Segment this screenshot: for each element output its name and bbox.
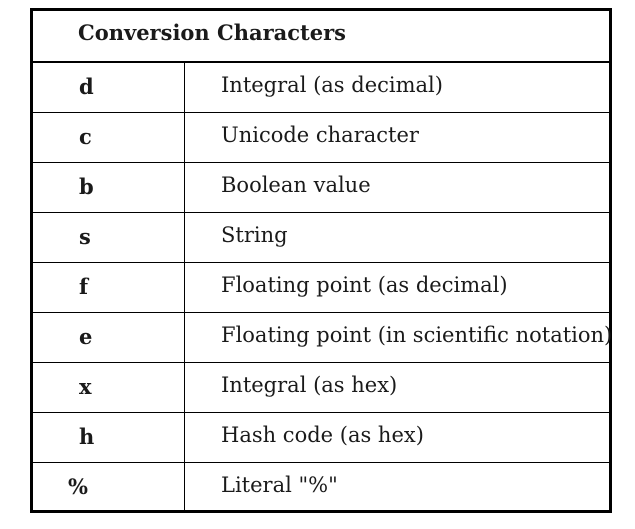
conversion-code: c xyxy=(79,124,92,149)
code-cell: b xyxy=(33,163,185,212)
description-cell: Integral (as decimal) xyxy=(221,73,443,97)
table-row: x Integral (as hex) xyxy=(33,363,609,413)
code-cell: h xyxy=(33,413,185,462)
code-cell: c xyxy=(33,113,185,162)
code-cell: d xyxy=(33,63,185,112)
code-cell: e xyxy=(33,313,185,362)
table-row: b Boolean value xyxy=(33,163,609,213)
table-row: d Integral (as decimal) xyxy=(33,63,609,113)
table-row: f Floating point (as decimal) xyxy=(33,263,609,313)
conversion-code: f xyxy=(79,274,89,299)
conversion-code: x xyxy=(79,374,92,399)
code-cell: s xyxy=(33,213,185,262)
table-header-row: Conversion Characters xyxy=(33,11,609,63)
description-cell: Literal "%" xyxy=(221,473,338,497)
conversion-code: e xyxy=(79,324,93,349)
conversion-code: d xyxy=(79,74,94,99)
table-row: c Unicode character xyxy=(33,113,609,163)
code-cell: % xyxy=(33,463,185,513)
description-cell: Unicode character xyxy=(221,123,419,147)
description-cell: Integral (as hex) xyxy=(221,373,398,397)
conversion-code: b xyxy=(79,174,94,199)
code-cell: x xyxy=(33,363,185,412)
conversion-code: h xyxy=(79,424,95,449)
table-title: Conversion Characters xyxy=(78,20,346,45)
conversion-characters-table: Conversion Characters d Integral (as dec… xyxy=(30,8,612,513)
description-cell: String xyxy=(221,223,288,247)
table-row: h Hash code (as hex) xyxy=(33,413,609,463)
conversion-code: % xyxy=(68,474,88,499)
table-body: d Integral (as decimal) c Unicode charac… xyxy=(33,63,613,513)
description-cell: Floating point (as decimal) xyxy=(221,273,508,297)
table-row: s String xyxy=(33,213,609,263)
table-row: % Literal "%" xyxy=(33,463,609,513)
conversion-code: s xyxy=(79,224,91,249)
description-cell: Boolean value xyxy=(221,173,371,197)
description-cell: Floating point (in scientific notation) xyxy=(221,323,613,347)
table-row: e Floating point (in scientific notation… xyxy=(33,313,613,363)
description-cell: Hash code (as hex) xyxy=(221,423,424,447)
code-cell: f xyxy=(33,263,185,312)
